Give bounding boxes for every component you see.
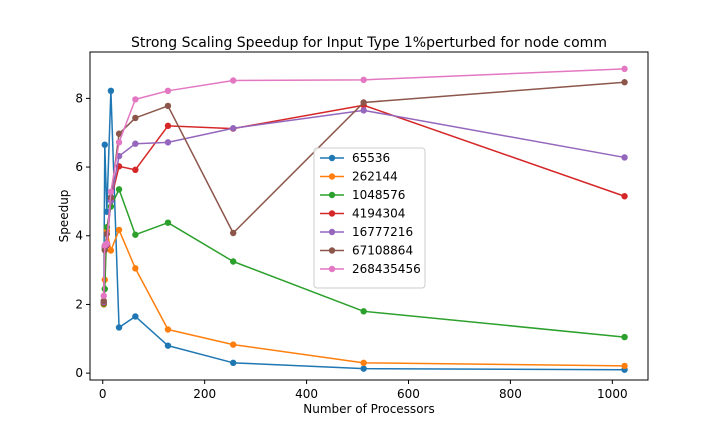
legend-label: 262144 — [352, 170, 398, 184]
y-tick-label: 8 — [75, 91, 83, 105]
x-tick-label: 1000 — [597, 387, 628, 401]
legend: 65536 262144 1048576 4194304 16777216 6710886… — [313, 147, 426, 289]
series-268435456 — [100, 65, 628, 300]
data-point — [621, 333, 628, 341]
data-point — [100, 297, 107, 305]
legend-label: 65536 — [352, 151, 390, 165]
data-point — [132, 114, 139, 122]
data-point — [360, 365, 367, 372]
data-point — [621, 154, 628, 161]
data-point — [132, 140, 139, 147]
y-axis-title: Speedup — [57, 190, 71, 243]
plot-area — [100, 65, 628, 373]
legend-item: 268435456 — [320, 262, 421, 276]
data-point — [229, 258, 237, 265]
legend-marker — [328, 154, 336, 162]
data-point — [132, 231, 139, 238]
data-point — [107, 188, 115, 195]
legend-item: 262144 — [320, 170, 398, 184]
series-line — [103, 90, 625, 371]
data-point — [360, 308, 367, 315]
data-point — [101, 141, 108, 148]
y-tick-label: 2 — [75, 297, 83, 311]
data-point — [360, 76, 367, 84]
y-tick-label: 6 — [75, 160, 83, 174]
data-point — [229, 341, 237, 348]
x-tick-label: 800 — [499, 387, 522, 401]
data-point — [164, 219, 172, 226]
axis-ticks: 0 200 400 600 800 1000 0 2 4 6 8 — [75, 91, 627, 401]
data-point — [115, 186, 123, 193]
legend-item: 4194304 — [320, 207, 405, 221]
data-point — [132, 166, 139, 174]
series-line — [103, 188, 625, 338]
y-tick-label: 4 — [75, 229, 83, 243]
data-point — [164, 122, 172, 130]
data-point — [115, 324, 123, 331]
data-point — [164, 102, 172, 110]
legend-item: 67108864 — [320, 244, 413, 258]
legend-marker — [328, 265, 336, 273]
chart-title: Strong Scaling Speedup for Input Type 1%… — [131, 35, 607, 51]
x-tick-label: 0 — [99, 387, 107, 401]
x-tick-label: 600 — [397, 387, 420, 401]
legend-marker — [328, 228, 336, 236]
data-point — [115, 226, 123, 234]
data-point — [229, 77, 237, 84]
data-point — [164, 326, 172, 333]
legend-marker — [328, 191, 336, 199]
legend-label: 4194304 — [352, 207, 405, 221]
legend-item: 1048576 — [320, 188, 405, 202]
legend-marker — [328, 247, 336, 254]
axes-frame — [89, 51, 649, 381]
data-point — [621, 79, 628, 86]
data-point — [164, 139, 172, 146]
data-point — [621, 65, 628, 73]
data-point — [229, 229, 237, 237]
data-point — [621, 362, 628, 370]
legend-label: 268435456 — [352, 262, 421, 276]
legend-box — [313, 147, 426, 289]
legend-label: 67108864 — [352, 244, 413, 258]
data-point — [107, 87, 115, 95]
data-point — [229, 125, 237, 132]
y-tick-label: 0 — [75, 366, 83, 380]
data-point — [132, 96, 139, 103]
data-point — [360, 99, 367, 106]
legend-item: 16777216 — [320, 225, 413, 239]
data-point — [229, 359, 237, 367]
data-point — [164, 342, 172, 349]
x-tick-label: 200 — [193, 387, 216, 401]
x-tick-label: 400 — [295, 387, 318, 401]
data-point — [132, 265, 139, 272]
data-point — [107, 247, 115, 254]
legend-item: 65536 — [320, 151, 390, 165]
series-65536 — [100, 87, 628, 373]
data-point — [100, 292, 107, 300]
legend-label: 1048576 — [352, 188, 405, 202]
legend-marker — [328, 210, 336, 217]
data-point — [360, 359, 367, 367]
data-point — [360, 107, 367, 114]
data-point — [103, 240, 111, 247]
x-axis-title: Number of Processors — [303, 402, 434, 416]
legend-marker — [328, 173, 336, 180]
data-point — [132, 313, 139, 320]
data-point — [164, 87, 172, 95]
data-point — [115, 139, 123, 146]
data-point — [115, 130, 123, 137]
data-point — [621, 193, 628, 200]
legend-label: 16777216 — [352, 225, 413, 239]
